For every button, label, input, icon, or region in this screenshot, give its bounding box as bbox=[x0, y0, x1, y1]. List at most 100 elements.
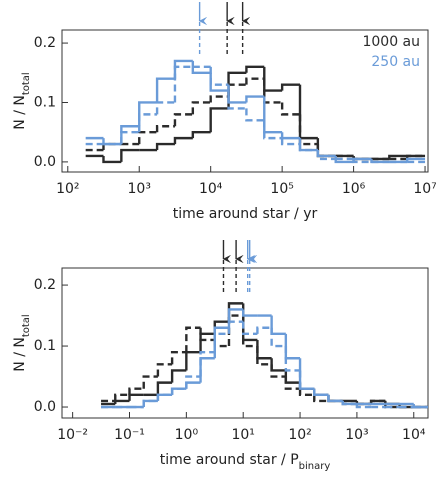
histogram-step bbox=[138, 113, 158, 133]
histogram-step bbox=[128, 393, 144, 401]
x-tick-label: 10³ bbox=[128, 181, 151, 197]
histogram-step bbox=[191, 101, 211, 115]
histogram-step bbox=[280, 138, 301, 146]
histogram-step bbox=[280, 102, 301, 116]
histogram-step bbox=[242, 315, 258, 348]
x-tick-label: 10⁴ bbox=[402, 427, 426, 443]
histogram-step bbox=[327, 394, 343, 403]
histogram-step bbox=[120, 148, 140, 162]
histogram-step bbox=[227, 84, 247, 110]
histogram-step bbox=[156, 381, 173, 395]
histogram-step bbox=[173, 59, 193, 79]
x-tick-label: 10⁻¹ bbox=[114, 427, 145, 443]
y-tick-label: 0.2 bbox=[34, 35, 56, 51]
histogram-step bbox=[298, 114, 318, 146]
y-tick-label: 0.2 bbox=[34, 277, 56, 293]
histogram-step bbox=[191, 60, 211, 74]
histogram-step bbox=[263, 66, 283, 92]
histogram-step bbox=[227, 302, 244, 322]
histogram-step bbox=[270, 315, 286, 336]
x-tick-label: 10³ bbox=[345, 427, 368, 443]
histogram-step bbox=[245, 95, 265, 103]
y-tick-label: 0.0 bbox=[34, 154, 56, 170]
histogram-step bbox=[227, 83, 247, 97]
x-tick-label: 10⁻² bbox=[57, 427, 88, 443]
histogram-step bbox=[170, 350, 187, 365]
histogram-step bbox=[170, 369, 187, 383]
histogram-step bbox=[316, 150, 336, 158]
y-axis-label: N / Ntotal bbox=[12, 314, 32, 371]
histogram-step bbox=[245, 108, 265, 122]
histogram-step bbox=[284, 333, 301, 360]
x-tick-label: 10² bbox=[56, 181, 79, 197]
histogram-step bbox=[298, 358, 315, 390]
y-tick-label: 0.1 bbox=[34, 94, 56, 110]
histogram-step bbox=[102, 155, 122, 164]
plot-frame bbox=[61, 29, 429, 173]
histogram-step bbox=[298, 388, 315, 397]
histogram-step bbox=[114, 399, 130, 404]
y-axis-label-main: N / N bbox=[12, 337, 28, 372]
y-axis-label: N / Ntotal bbox=[12, 72, 32, 129]
histogram-step bbox=[155, 101, 175, 115]
histogram-step bbox=[242, 309, 258, 317]
histogram-step bbox=[156, 393, 173, 401]
histogram-step bbox=[256, 326, 272, 334]
histogram-step bbox=[242, 321, 258, 336]
histogram-step bbox=[209, 66, 229, 86]
x-axis-label-sub: binary bbox=[299, 461, 331, 472]
histogram-step bbox=[316, 150, 336, 161]
histogram-step bbox=[120, 125, 140, 145]
x-tick-label: 10⁵ bbox=[270, 181, 293, 197]
histogram-step bbox=[142, 399, 158, 408]
histogram-step bbox=[209, 95, 229, 103]
x-axis-label: time around star / yr bbox=[173, 206, 318, 222]
histogram-step bbox=[120, 130, 140, 145]
histogram-step bbox=[270, 327, 286, 348]
histogram-step bbox=[316, 144, 336, 158]
histogram-step bbox=[199, 357, 215, 383]
histogram-step bbox=[341, 400, 357, 406]
histogram-step bbox=[227, 308, 244, 328]
histogram-step bbox=[227, 314, 244, 347]
histogram-step bbox=[213, 326, 229, 359]
x-tick-label: 10¹ bbox=[231, 427, 254, 443]
histogram-step bbox=[173, 136, 193, 145]
histogram-step bbox=[352, 158, 372, 164]
x-tick-label: 10⁶ bbox=[342, 181, 366, 197]
histogram-step bbox=[227, 90, 247, 104]
histogram-step bbox=[270, 358, 286, 372]
histogram-step bbox=[298, 370, 315, 390]
histogram-step bbox=[245, 77, 265, 85]
histogram-step bbox=[209, 72, 229, 92]
histogram-step bbox=[213, 339, 229, 348]
histogram-step bbox=[185, 326, 201, 353]
x-tick-label: 10⁴ bbox=[199, 181, 223, 197]
histogram-step bbox=[280, 83, 301, 91]
y-axis-label-sub: total bbox=[21, 72, 32, 95]
histogram-step bbox=[209, 107, 229, 133]
x-axis-label: time around star / Pbinary bbox=[160, 452, 331, 472]
histogram-step bbox=[155, 77, 175, 103]
histogram-step bbox=[298, 144, 318, 152]
histogram-step bbox=[191, 130, 211, 139]
histogram-step bbox=[170, 387, 187, 395]
histogram-step bbox=[263, 120, 283, 140]
histogram-step bbox=[185, 350, 201, 371]
histogram-step bbox=[256, 346, 272, 366]
histogram-step bbox=[213, 332, 229, 353]
y-axis-label-sub: total bbox=[21, 314, 32, 337]
y-axis-label-main: N / N bbox=[12, 95, 28, 130]
histogram-step bbox=[156, 363, 173, 377]
histogram-step bbox=[173, 65, 193, 103]
histogram-step bbox=[155, 125, 175, 133]
histogram-step bbox=[138, 130, 158, 145]
histogram-step bbox=[199, 350, 215, 377]
histogram-step bbox=[313, 394, 329, 403]
histogram-step bbox=[185, 381, 201, 389]
histogram-step bbox=[316, 138, 336, 158]
x-axis-label-main: time around star / P bbox=[160, 452, 299, 468]
x-tick-label: 10² bbox=[288, 427, 311, 443]
histogram-step bbox=[142, 375, 158, 389]
